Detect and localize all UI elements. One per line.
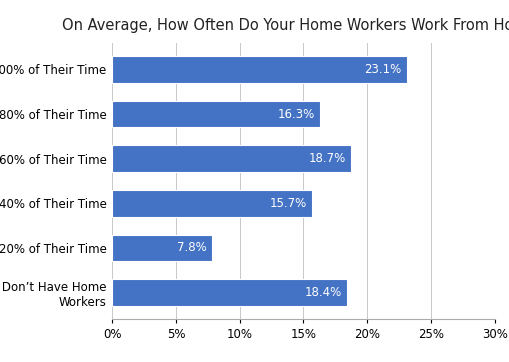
Text: 18.4%: 18.4% <box>304 286 341 299</box>
Bar <box>112 56 406 83</box>
Title: On Average, How Often Do Your Home Workers Work From Home?: On Average, How Often Do Your Home Worke… <box>62 17 509 33</box>
Text: 18.7%: 18.7% <box>307 152 345 165</box>
Bar <box>112 235 211 261</box>
Bar <box>112 279 346 306</box>
Text: 7.8%: 7.8% <box>177 241 206 254</box>
Text: 16.3%: 16.3% <box>277 108 315 121</box>
Bar <box>112 145 350 172</box>
Text: 23.1%: 23.1% <box>363 63 401 76</box>
Bar <box>112 190 312 217</box>
Text: 15.7%: 15.7% <box>269 197 306 210</box>
Bar <box>112 101 320 127</box>
